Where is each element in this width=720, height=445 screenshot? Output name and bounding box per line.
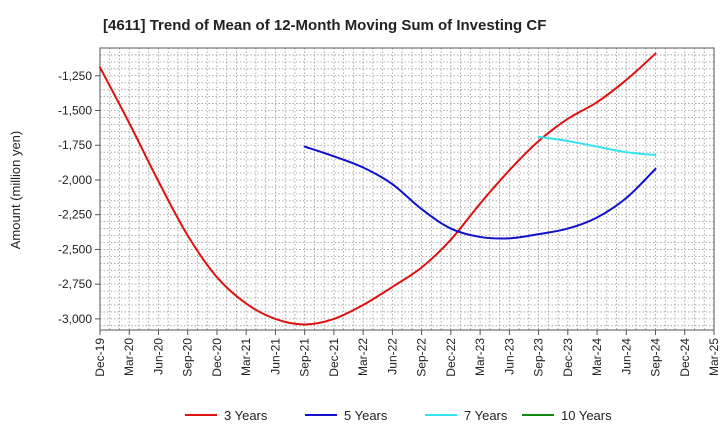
x-tick-label: Mar-25: [707, 338, 720, 376]
x-tick-label: Sep-23: [532, 338, 546, 377]
y-tick-label: -2,000: [58, 173, 92, 187]
x-tick-label: Sep-21: [298, 338, 312, 377]
y-tick-label: -1,500: [58, 104, 92, 118]
x-tick-label: Jun-20: [151, 338, 165, 375]
legend: 3 Years 5 Years 7 Years 10 Years: [185, 408, 612, 423]
x-tick-label: Dec-20: [210, 338, 224, 377]
x-tick-label: Jun-24: [619, 338, 633, 375]
y-tick-label: -2,750: [58, 277, 92, 291]
y-tick-label: -2,250: [58, 208, 92, 222]
chart-title: [4611] Trend of Mean of 12-Month Moving …: [103, 17, 546, 34]
legend-label-5-years: 5 Years: [344, 408, 388, 423]
x-tick-label: Dec-21: [327, 338, 341, 377]
x-tick-label: Jun-23: [502, 338, 516, 375]
y-tick-label: -1,250: [58, 69, 92, 83]
x-tick-label: Jun-21: [268, 338, 282, 375]
y-tick-label: -2,500: [58, 242, 92, 256]
x-tick-label: Mar-24: [590, 338, 604, 376]
x-tick-label: Mar-22: [356, 338, 370, 376]
x-tick-label: Dec-23: [561, 338, 575, 377]
y-tick-label: -3,000: [58, 312, 92, 326]
x-tick-label: Mar-23: [473, 338, 487, 376]
series-layer: [99, 52, 657, 326]
legend-label-10-years: 10 Years: [561, 408, 612, 423]
series-line-5-years: [303, 145, 657, 240]
legend-label-3-years: 3 Years: [224, 408, 268, 423]
y-tick-label: -1,750: [58, 138, 92, 152]
x-tick-label: Dec-19: [93, 338, 107, 377]
legend-label-7-years: 7 Years: [464, 408, 508, 423]
x-tick-label: Sep-24: [649, 338, 663, 377]
x-tick-label: Sep-22: [415, 338, 429, 377]
grid-layer: [100, 48, 714, 330]
series-line-7-years: [537, 135, 657, 156]
x-tick-label: Dec-22: [444, 338, 458, 377]
x-tick-label: Sep-20: [181, 338, 195, 377]
x-tick-label: Dec-24: [678, 338, 692, 377]
x-tick-label: Mar-20: [122, 338, 136, 376]
plot-frame: [99, 47, 715, 331]
x-tick-label: Jun-22: [385, 338, 399, 375]
series-line-3-years: [99, 52, 657, 326]
tick-layer: -3,000 -2,750 -2,500 -2,250 -2,000 -1,750 -1,5…: [58, 69, 720, 377]
y-axis-label: Amount (million yen): [8, 131, 23, 250]
x-tick-label: Mar-21: [239, 338, 253, 376]
